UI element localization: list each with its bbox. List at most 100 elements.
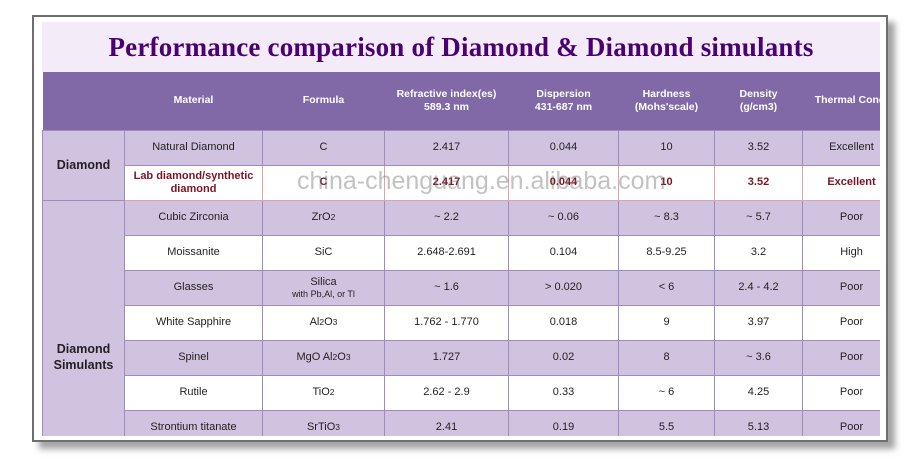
cell-material: Glasses bbox=[124, 270, 263, 306]
table-wrapper: CHENGUANG china-chenguang.en.alibaba.com… bbox=[42, 72, 880, 436]
cell-thermal-conductivity: High bbox=[802, 235, 880, 271]
cell-dispersion: 0.104 bbox=[508, 235, 619, 271]
cell-density: ~ 3.6 bbox=[714, 340, 803, 376]
header-cell-thermal-conductivity: Thermal Cond. bbox=[802, 72, 880, 131]
table-row: Moissanite SiC 2.648-2.691 0.104 8.5-9.25 3.2… bbox=[43, 235, 880, 271]
cell-refractive-index: 2.648-2.691 bbox=[384, 235, 509, 271]
formula-subscript: 2 bbox=[332, 352, 338, 363]
cell-hardness: 10 bbox=[618, 130, 715, 166]
cell-hardness: 8 bbox=[618, 340, 715, 376]
table-head: Material Formula Refractive index(es) 58… bbox=[42, 72, 880, 131]
cell-refractive-index: 1.762 - 1.770 bbox=[384, 305, 509, 341]
cell-formula: TiO2 bbox=[262, 375, 385, 411]
content-frame: Performance comparison of Diamond & Diam… bbox=[32, 15, 888, 442]
title-band: Performance comparison of Diamond & Diam… bbox=[42, 22, 880, 72]
cell-thermal-conductivity: Poor bbox=[802, 270, 880, 306]
cell-density: 2.4 - 4.2 bbox=[714, 270, 803, 306]
cell-thermal-conductivity: Poor bbox=[802, 375, 880, 411]
cell-density: 5.13 bbox=[714, 410, 803, 436]
comparison-table: Material Formula Refractive index(es) 58… bbox=[42, 72, 880, 436]
cell-hardness: 9 bbox=[618, 305, 715, 341]
cell-refractive-index: ~ 1.6 bbox=[384, 270, 509, 306]
table-body: Diamond Natural Diamond C 2.417 0.044 10 3.52 E… bbox=[42, 130, 880, 436]
cell-material: Cubic Zirconia bbox=[124, 200, 263, 236]
header-cell-dispersion: Dispersion 431-687 nm bbox=[508, 72, 619, 131]
cell-dispersion: 0.044 bbox=[508, 130, 619, 166]
cell-dispersion: 0.33 bbox=[508, 375, 619, 411]
header-line-2: 589.3 nm bbox=[424, 101, 469, 113]
cell-thermal-conductivity: Poor bbox=[802, 200, 880, 236]
table-row: White Sapphire Al2O3 1.762 - 1.770 0.018 9 3.… bbox=[43, 305, 880, 341]
header-cell-formula: Formula bbox=[262, 72, 385, 131]
formula-subscript: 3 bbox=[345, 352, 351, 363]
cell-formula: SrTiO3 bbox=[262, 410, 385, 436]
table-row: Diamond Simulants Cubic Zirconia ZrO2 ~ 2.2 ~… bbox=[42, 200, 880, 436]
cell-dispersion: 0.044 bbox=[508, 165, 619, 201]
cell-dispersion: 0.02 bbox=[508, 340, 619, 376]
cell-dispersion: 0.018 bbox=[508, 305, 619, 341]
group-label-cell: Diamond Simulants bbox=[42, 200, 125, 436]
formula-subscript: 2 bbox=[330, 212, 336, 223]
header-line-1: Dispersion bbox=[536, 87, 591, 100]
cell-hardness: 10 bbox=[618, 165, 715, 201]
cell-density: 3.97 bbox=[714, 305, 803, 341]
header-cell-hardness: Hardness (Mohs'scale) bbox=[618, 72, 715, 131]
cell-hardness: 8.5-9.25 bbox=[618, 235, 715, 271]
cell-dispersion: > 0.020 bbox=[508, 270, 619, 306]
cell-thermal-conductivity: Poor bbox=[802, 340, 880, 376]
cell-material: Rutile bbox=[124, 375, 263, 411]
page-title: Performance comparison of Diamond & Diam… bbox=[108, 31, 814, 62]
cell-dispersion: ~ 0.06 bbox=[508, 200, 619, 236]
formula-subscript: 2 bbox=[319, 317, 325, 328]
cell-dispersion: 0.19 bbox=[508, 410, 619, 436]
cell-formula: ZrO2 bbox=[262, 200, 385, 236]
cell-formula: C bbox=[262, 165, 385, 201]
cell-density: 3.52 bbox=[714, 130, 803, 166]
cell-material: Strontium titanate bbox=[124, 410, 263, 436]
cell-refractive-index: 1.727 bbox=[384, 340, 509, 376]
cell-refractive-index: 2.62 - 2.9 bbox=[384, 375, 509, 411]
cell-material: White Sapphire bbox=[124, 305, 263, 341]
table-row: Diamond Natural Diamond C 2.417 0.044 10 3.52 E… bbox=[42, 130, 880, 201]
table-row: Glasses Silica with Pb,Al, or Tl ~ 1.6 > 0.0… bbox=[43, 270, 880, 306]
header-cell-material: Material bbox=[124, 72, 263, 131]
table-row: Spinel MgO Al2O3 1.727 0.02 8 ~ 3.6 Poor bbox=[43, 340, 880, 376]
formula-main: Silica bbox=[310, 276, 337, 289]
cell-hardness: ~ 6 bbox=[618, 375, 715, 411]
cell-formula: C bbox=[262, 130, 385, 166]
formula-subscript: 3 bbox=[332, 317, 338, 328]
header-cell-group bbox=[42, 72, 125, 131]
formula-sub-line: with Pb,Al, or Tl bbox=[292, 289, 355, 300]
header-line-1: Hardness bbox=[642, 87, 691, 100]
group-label-cell: Diamond bbox=[42, 130, 125, 201]
table-row: Rutile TiO2 2.62 - 2.9 0.33 ~ 6 4.25 Poor bbox=[43, 375, 880, 411]
header-line-2: (Mohs'scale) bbox=[634, 101, 699, 113]
cell-density: 4.25 bbox=[714, 375, 803, 411]
header-cell-density: Density (g/cm3) bbox=[714, 72, 803, 131]
table-row: Strontium titanate SrTiO3 2.41 0.19 5.5 5.13 P… bbox=[43, 410, 880, 436]
cell-formula: Silica with Pb,Al, or Tl bbox=[262, 270, 385, 306]
header-line-1: Refractive index(es) bbox=[396, 87, 497, 100]
cell-refractive-index: ~ 2.2 bbox=[384, 200, 509, 236]
cell-density: 3.52 bbox=[714, 165, 803, 201]
cell-refractive-index: 2.417 bbox=[384, 130, 509, 166]
content-inner: Performance comparison of Diamond & Diam… bbox=[42, 22, 880, 436]
header-row: Material Formula Refractive index(es) 58… bbox=[42, 72, 880, 131]
header-line-2: 431-687 nm bbox=[534, 101, 593, 113]
header-line-1: Density bbox=[739, 87, 778, 100]
group-label-line-1: Diamond bbox=[56, 342, 111, 357]
cell-thermal-conductivity: Excellent bbox=[802, 130, 880, 166]
cell-material: Moissanite bbox=[124, 235, 263, 271]
cell-formula: Al2O3 bbox=[262, 305, 385, 341]
cell-formula: MgO Al2O3 bbox=[262, 340, 385, 376]
cell-formula: SiC bbox=[262, 235, 385, 271]
cell-hardness: < 6 bbox=[618, 270, 715, 306]
cell-density: ~ 5.7 bbox=[714, 200, 803, 236]
cell-material: Spinel bbox=[124, 340, 263, 376]
cell-hardness: 5.5 bbox=[618, 410, 715, 436]
cell-hardness: ~ 8.3 bbox=[618, 200, 715, 236]
cell-refractive-index: 2.417 bbox=[384, 165, 509, 201]
cell-thermal-conductivity: Poor bbox=[802, 410, 880, 436]
cell-material: Natural Diamond bbox=[124, 130, 263, 166]
